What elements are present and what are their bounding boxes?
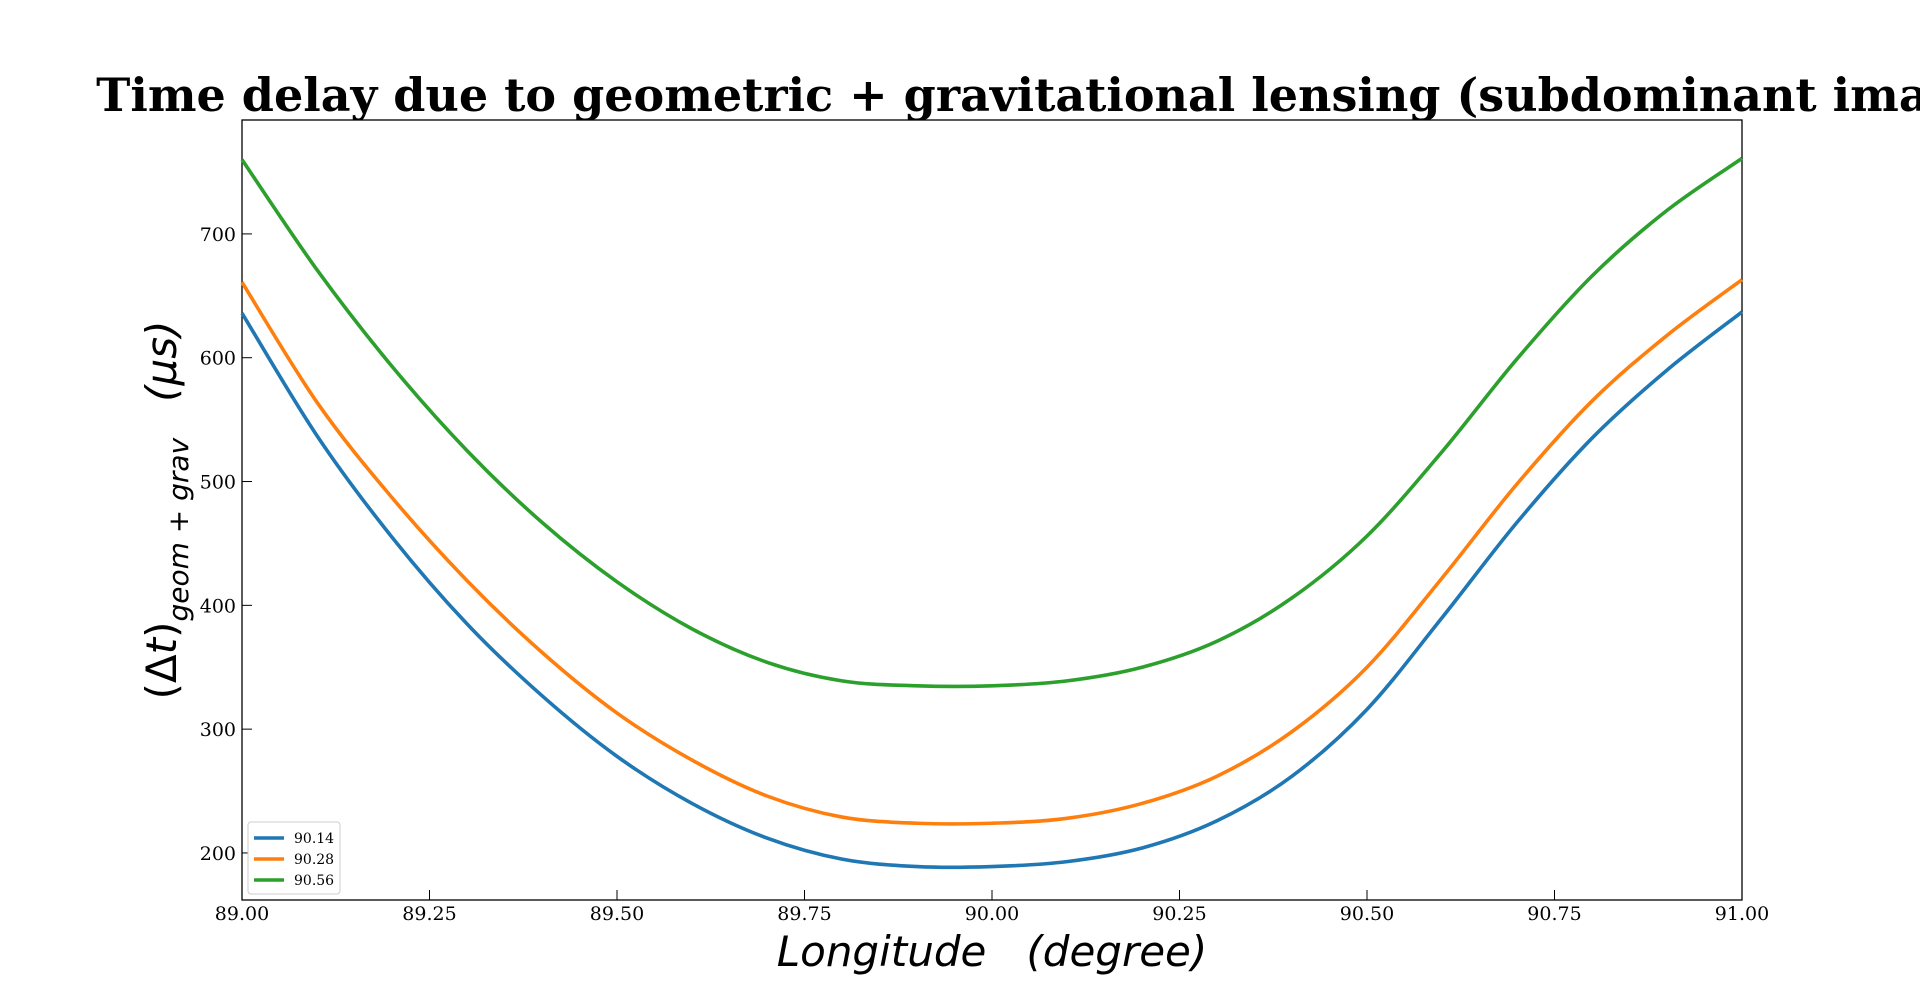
y-label-unit: (μs) [137,320,186,401]
x-axis-label: Longitude (degree) [777,927,1208,976]
x-axis: 89.00 89.25 89.50 89.75 90.00 90.25 90.50 90.75… [215,890,1769,925]
chart-title: Time delay due to geometric + gravitatio… [96,68,1920,122]
y-tick-label: 300 [200,719,236,741]
legend: 90.14 90.28 90.56 [247,821,341,895]
y-tick-label: 600 [200,348,236,370]
series-line-0 [240,310,1744,870]
x-tick-label: 89.50 [590,903,644,925]
x-tick-label: 90.75 [1527,903,1581,925]
svg-text:(Δt)geom + grav(μs): (Δt)geom + grav (μs) [137,320,195,699]
x-tick-label: 91.00 [1715,903,1769,925]
y-tick-label: 500 [200,472,236,494]
x-tick-label: 89.00 [215,903,269,925]
series-line-2 [240,156,1744,689]
legend-box [247,821,341,895]
legend-label: 90.56 [294,873,334,889]
y-label-close: ) [137,622,186,638]
y-tick-label: 400 [200,595,236,617]
series-line-1 [240,278,1744,826]
x-tick-label: 89.25 [402,903,456,925]
y-label-t: t [137,636,186,654]
y-tick-label: 200 [200,843,236,865]
y-label-subscript: geom + grav [162,437,195,621]
y-axis-label: (Δt)geom + grav (μs) [137,320,195,699]
legend-label: 90.14 [294,831,334,847]
plot-area [240,119,1744,901]
x-tick-label: 89.75 [777,903,831,925]
x-tick-label: 90.50 [1340,903,1394,925]
x-tick-label: 90.00 [965,903,1019,925]
plot-frame [241,119,1743,901]
x-tick-label: 90.25 [1152,903,1206,925]
legend-label: 90.28 [294,852,334,868]
y-tick-label: 700 [200,224,236,246]
y-axis: 200 300 400 500 600 700 [200,224,252,865]
y-label-open: (Δ [137,654,186,699]
series-layer [240,156,1744,870]
